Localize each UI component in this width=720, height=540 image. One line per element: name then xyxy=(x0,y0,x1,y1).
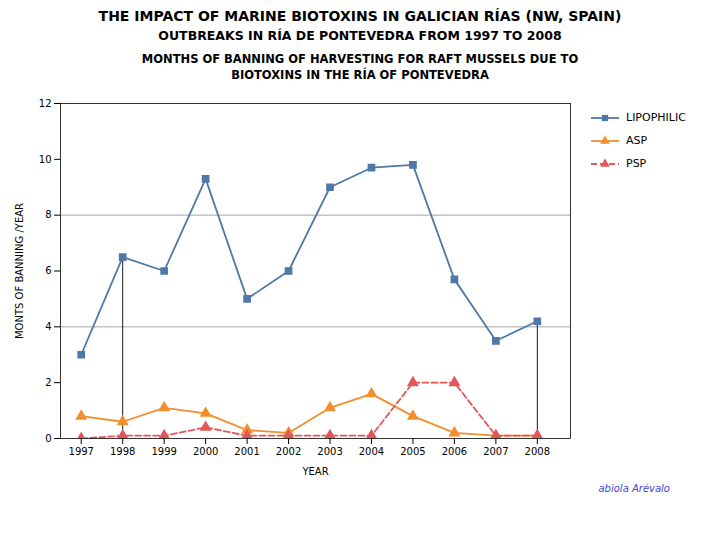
html-text:MONTHS OF BANNING OF HARVESTIN: MONTHS OF BANNING OF HARVESTING FOR RAFT… xyxy=(141,52,579,66)
svg-text:2008: 2008 xyxy=(525,446,550,457)
html-text:LIPOPHILIC: LIPOPHILIC xyxy=(626,111,686,125)
svg-text:YEAR: YEAR xyxy=(301,466,328,477)
html-text:THE IMPACT OF MARINE BIOTOXINS: THE IMPACT OF MARINE BIOTOXINS IN GALICI… xyxy=(98,8,622,24)
html-text:BIOTOXINS IN THE RÍA OF PONTEV: BIOTOXINS IN THE RÍA OF PONTEVEDRA xyxy=(231,68,489,83)
svg-text:10: 10 xyxy=(39,154,52,165)
html-text:abiola Arévalo: abiola Arévalo xyxy=(598,483,670,495)
svg-text:2: 2 xyxy=(45,377,51,388)
svg-text:2006: 2006 xyxy=(442,446,467,457)
svg-text:MONTS OF BANNING /YEAR: MONTS OF BANNING /YEAR xyxy=(14,203,25,339)
svg-text:2003: 2003 xyxy=(317,446,342,457)
svg-text:1998: 1998 xyxy=(110,446,135,457)
svg-text:2000: 2000 xyxy=(193,446,218,457)
svg-text:1997: 1997 xyxy=(69,446,94,457)
svg-text:2001: 2001 xyxy=(234,446,259,457)
svg-text:12: 12 xyxy=(39,98,52,109)
svg-text:6: 6 xyxy=(45,265,51,276)
html-text:OUTBREAKS IN RÍA DE PONTEVEDRA: OUTBREAKS IN RÍA DE PONTEVEDRA FROM 1997… xyxy=(158,28,562,43)
svg-text:4: 4 xyxy=(45,321,51,332)
svg-text:2004: 2004 xyxy=(359,446,384,457)
svg-text:2002: 2002 xyxy=(276,446,301,457)
svg-text:2005: 2005 xyxy=(400,446,425,457)
svg-text:8: 8 xyxy=(45,210,51,221)
svg-text:1999: 1999 xyxy=(151,446,176,457)
html-text:PSP: PSP xyxy=(626,157,647,171)
html-text:ASP: ASP xyxy=(626,134,648,148)
svg-text:2007: 2007 xyxy=(483,446,508,457)
svg-text:0: 0 xyxy=(45,433,51,444)
